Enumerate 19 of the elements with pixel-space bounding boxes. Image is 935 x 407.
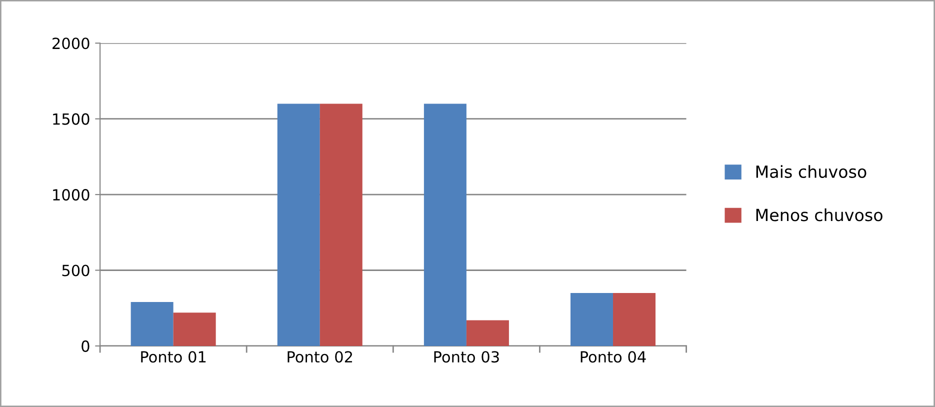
y-tick-label: 2000 [52,38,90,50]
x-tick-label: Ponto 04 [580,351,646,363]
bar [570,292,614,346]
x-tick-label: Ponto 03 [434,351,499,363]
bar [173,312,216,346]
x-tick-label: Ponto 02 [288,351,352,363]
x-tick-label: Ponto 01 [141,351,206,363]
bar [424,104,466,346]
y-tick-label: 500 [62,264,90,276]
y-tick-label: 1500 [53,113,90,125]
bar [320,104,362,346]
legend-label: Menos chuvoso [756,208,882,222]
y-tick-label: 1000 [53,189,90,201]
bar [466,320,509,346]
y-tick-label: 0 [82,340,90,352]
legend-label: Mais chuvoso [756,165,866,178]
bar [277,104,320,346]
bar [130,302,174,346]
bar [613,292,656,346]
